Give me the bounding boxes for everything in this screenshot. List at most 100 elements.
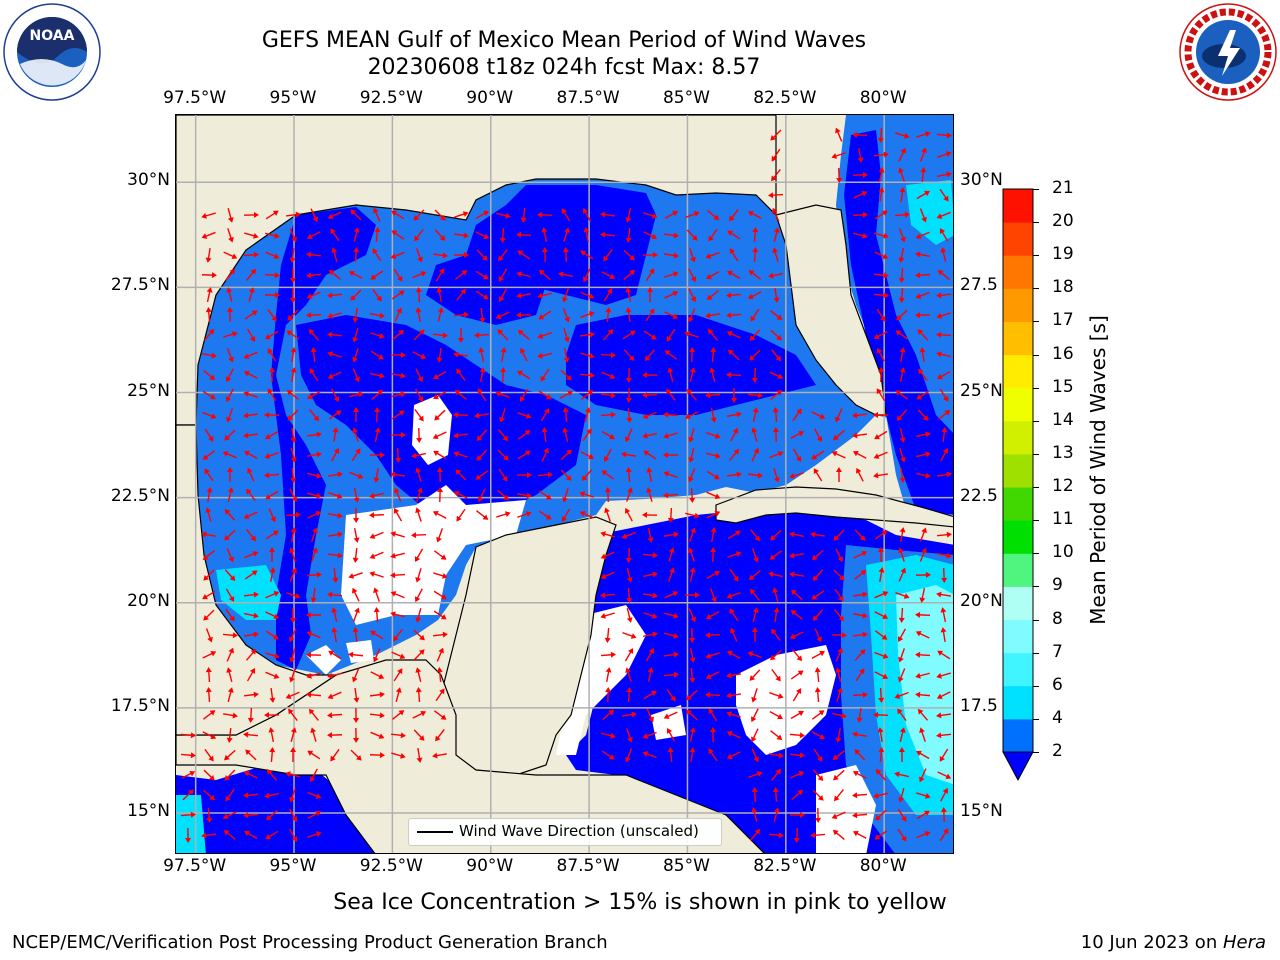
wind-wave-arrow [561, 508, 571, 522]
wind-wave-arrow [538, 490, 552, 500]
wind-wave-arrow [915, 272, 931, 279]
wind-wave-arrow [541, 227, 548, 242]
wind-wave-arrow [874, 611, 889, 620]
wind-wave-arrow [205, 307, 212, 323]
wind-wave-arrow [288, 708, 298, 721]
wind-wave-arrow [415, 608, 422, 623]
wind-wave-arrow [244, 551, 259, 559]
wind-wave-arrow [584, 407, 591, 422]
wind-wave-arrow [289, 567, 297, 582]
wind-wave-arrow [244, 612, 259, 619]
colorbar-cell [1003, 288, 1033, 322]
wind-wave-arrow [453, 251, 469, 258]
wind-wave-arrow [202, 710, 216, 720]
wind-wave-arrow [245, 648, 257, 661]
colorbar-tick-mark [1033, 586, 1039, 588]
lon-tick-label: 92.5°W [359, 856, 423, 876]
wind-wave-arrow [937, 650, 951, 660]
wind-wave-arrow [768, 192, 784, 199]
wind-wave-arrow [852, 131, 868, 138]
wind-wave-arrow [769, 649, 782, 661]
wind-wave-arrow [604, 627, 611, 643]
wind-wave-arrow [290, 427, 297, 443]
wind-wave-arrow [643, 612, 658, 619]
noaa-logo: NOAA [3, 3, 101, 101]
wind-wave-arrow [706, 470, 720, 480]
wind-wave-arrow [791, 789, 804, 801]
wind-wave-arrow [202, 550, 215, 560]
wind-wave-arrow [561, 208, 571, 222]
wind-wave-arrow [874, 530, 888, 540]
wind-wave-arrow [519, 388, 529, 402]
wind-wave-arrow [874, 251, 889, 260]
colorbar-cell [1003, 387, 1033, 422]
wind-wave-arrow [939, 188, 949, 202]
wind-wave-arrow [899, 187, 906, 203]
wind-wave-arrow [664, 612, 679, 619]
wind-wave-arrow [642, 432, 657, 439]
wind-wave-arrow [390, 372, 406, 379]
wind-wave-arrow [373, 587, 380, 602]
wind-wave-arrow [306, 691, 322, 698]
wind-wave-arrow [202, 731, 217, 740]
wind-wave-arrow [600, 651, 616, 658]
wind-wave-arrow [920, 167, 927, 183]
wind-wave-arrow [223, 251, 238, 259]
wind-wave-arrow [919, 768, 927, 783]
wind-wave-arrow [327, 712, 343, 719]
wind-wave-arrow [265, 591, 280, 599]
wind-wave-arrow [476, 510, 489, 520]
wind-wave-arrow [667, 507, 674, 523]
wind-wave-arrow [898, 228, 906, 243]
lon-tick-label: 82.5°W [753, 856, 817, 876]
wind-wave-arrow [603, 288, 613, 302]
wind-wave-arrow [873, 472, 889, 479]
wind-wave-arrow [248, 287, 255, 302]
wind-wave-arrow [626, 728, 633, 743]
wind-wave-arrow [812, 769, 824, 782]
wind-wave-arrow [855, 467, 864, 482]
wind-wave-arrow [899, 347, 906, 363]
usa-land [176, 115, 777, 426]
wind-wave-arrow [309, 768, 318, 783]
wind-wave-arrow [583, 227, 590, 243]
wind-wave-arrow [600, 592, 616, 599]
wind-wave-arrow [286, 389, 299, 400]
wind-wave-arrow [352, 328, 359, 343]
wind-wave-arrow [729, 248, 739, 262]
wind-wave-arrow [915, 651, 931, 658]
wind-wave-arrow [601, 371, 616, 379]
wind-wave-arrow [289, 668, 296, 683]
wind-wave-arrow [625, 307, 632, 323]
wind-wave-arrow [264, 451, 279, 459]
colorbar [1002, 188, 1034, 782]
lat-tick-label: 17.5°N [110, 695, 170, 716]
wind-wave-arrow [747, 392, 763, 399]
wind-wave-arrow [898, 788, 905, 803]
wind-wave-arrow [686, 689, 698, 701]
wind-wave-arrow [372, 288, 382, 302]
wind-wave-arrow [705, 652, 720, 659]
wind-wave-arrow [413, 629, 425, 641]
wind-wave-arrow [877, 727, 884, 743]
wind-wave-arrow [663, 252, 679, 259]
wind-wave-arrow [290, 727, 297, 742]
wind-wave-arrow [642, 751, 657, 759]
wind-wave-arrow [436, 467, 443, 483]
wind-wave-arrow [873, 792, 888, 799]
wind-wave-arrow [330, 228, 340, 242]
lat-tick-label: 20°N [960, 590, 1003, 611]
wind-wave-arrow [769, 371, 784, 379]
nws-logo [1179, 3, 1277, 101]
wind-wave-arrow [642, 392, 658, 399]
wind-wave-arrow [605, 687, 612, 703]
wind-wave-arrow [874, 830, 888, 840]
wind-wave-arrow [832, 712, 847, 719]
wind-wave-arrow [434, 209, 446, 221]
wind-wave-arrow [833, 569, 845, 581]
lon-tick-label: 85°W [662, 856, 710, 876]
wind-wave-arrow [625, 748, 633, 763]
wind-wave-arrow [516, 231, 532, 238]
wind-wave-arrow [831, 152, 846, 159]
wind-wave-arrow [663, 471, 678, 479]
